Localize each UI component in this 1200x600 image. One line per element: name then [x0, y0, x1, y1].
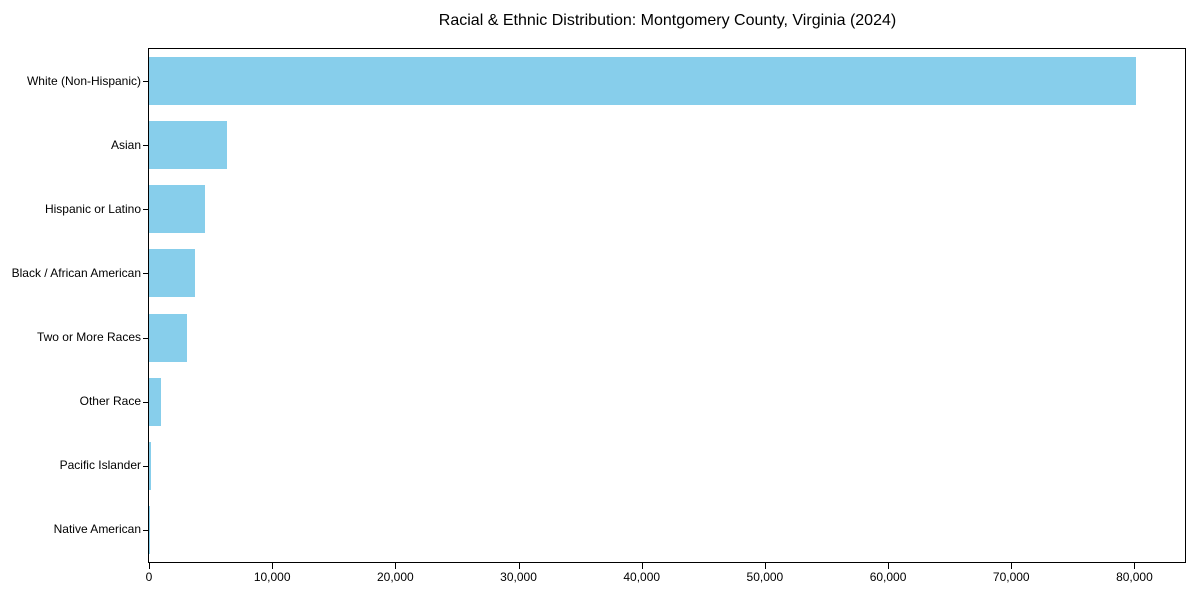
plot-area: [148, 48, 1186, 563]
y-axis-label-other-race: Other Race: [79, 394, 141, 409]
x-axis-tick: [395, 563, 397, 569]
y-axis-label-asian: Asian: [110, 137, 141, 152]
x-axis-tick: [272, 563, 274, 569]
x-axis-tick-label: 50,000: [746, 570, 784, 584]
y-axis-label-black-african-american: Black / African American: [11, 265, 141, 280]
y-axis-tick: [143, 465, 148, 467]
x-axis-tick: [641, 563, 643, 569]
y-axis-tick: [143, 273, 148, 275]
x-axis-tick-label: 60,000: [869, 570, 907, 584]
y-axis-label-pacific-islander: Pacific Islander: [59, 458, 141, 473]
x-axis-tick-label: 80,000: [1116, 570, 1153, 584]
y-axis-tick: [143, 529, 148, 531]
x-axis-tick-label: 40,000: [623, 570, 661, 584]
x-axis-tick: [1011, 563, 1013, 569]
y-axis-tick: [143, 337, 148, 339]
y-axis-label-two-or-more-races: Two or More Races: [36, 330, 141, 345]
y-axis-label-native-american: Native American: [53, 522, 141, 537]
y-axis-tick: [143, 81, 148, 83]
bar-native-american: [149, 505, 151, 554]
y-axis-label-hispanic-or-latino: Hispanic or Latino: [44, 201, 141, 216]
bar-black-african-american: [149, 249, 195, 298]
x-axis-tick: [888, 563, 890, 569]
x-axis-tick-label: 70,000: [992, 570, 1030, 584]
bar-white-non-hispanic: [149, 57, 1136, 106]
y-axis-label-white-non-hispanic: White (Non-Hispanic): [26, 73, 141, 88]
bar-two-or-more-races: [149, 313, 188, 362]
x-axis-tick: [764, 563, 766, 569]
bar-hispanic-or-latino: [149, 185, 206, 234]
x-axis-tick: [518, 563, 520, 569]
x-axis-tick: [1134, 563, 1136, 569]
y-axis-tick: [143, 145, 148, 147]
bar-asian: [149, 121, 227, 170]
x-axis-tick-label: 10,000: [253, 570, 291, 584]
x-axis-tick: [149, 563, 150, 569]
bar-other-race: [149, 377, 161, 426]
x-axis-tick-label: 30,000: [500, 570, 537, 584]
y-axis-tick: [143, 209, 148, 211]
x-axis-tick-label: 0: [145, 570, 153, 584]
bar-pacific-islander: [149, 441, 151, 490]
y-axis-tick: [143, 401, 148, 403]
x-axis-tick-label: 20,000: [376, 570, 414, 584]
chart-title: Racial & Ethnic Distribution: Montgomery…: [438, 12, 897, 29]
